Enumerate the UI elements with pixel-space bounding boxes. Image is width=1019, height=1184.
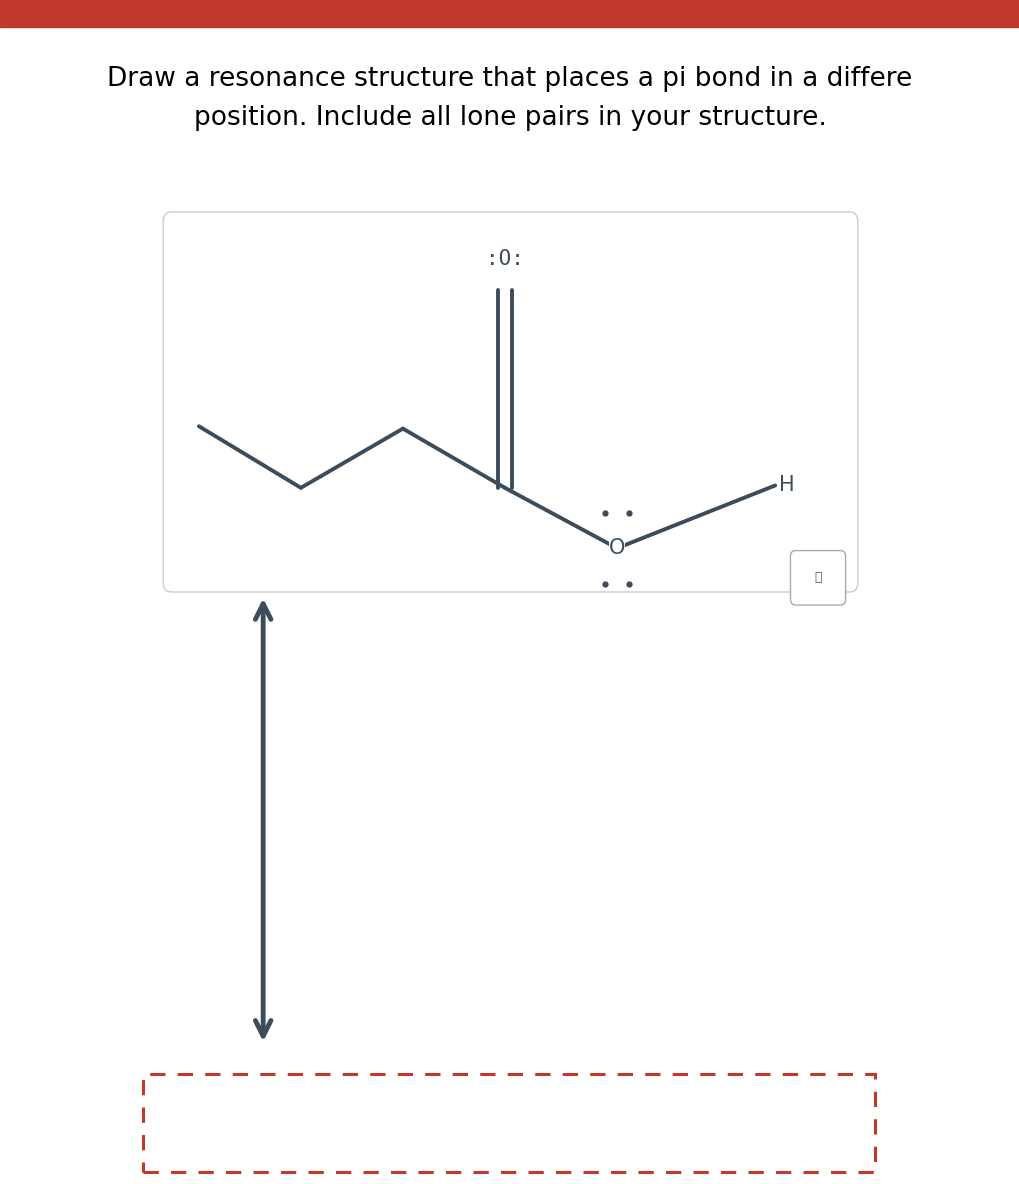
Bar <box>0 0 1019 27</box>
Bar <box>143 1074 874 1172</box>
FancyBboxPatch shape <box>790 551 845 605</box>
FancyBboxPatch shape <box>163 212 857 592</box>
Text: :O:: :O: <box>485 249 524 269</box>
Text: position. Include all lone pairs in your structure.: position. Include all lone pairs in your… <box>194 105 825 131</box>
Text: O: O <box>608 539 625 558</box>
Text: 🔍: 🔍 <box>813 572 821 584</box>
Text: H: H <box>779 476 794 495</box>
Text: Draw a resonance structure that places a pi bond in a differe: Draw a resonance structure that places a… <box>107 66 912 92</box>
